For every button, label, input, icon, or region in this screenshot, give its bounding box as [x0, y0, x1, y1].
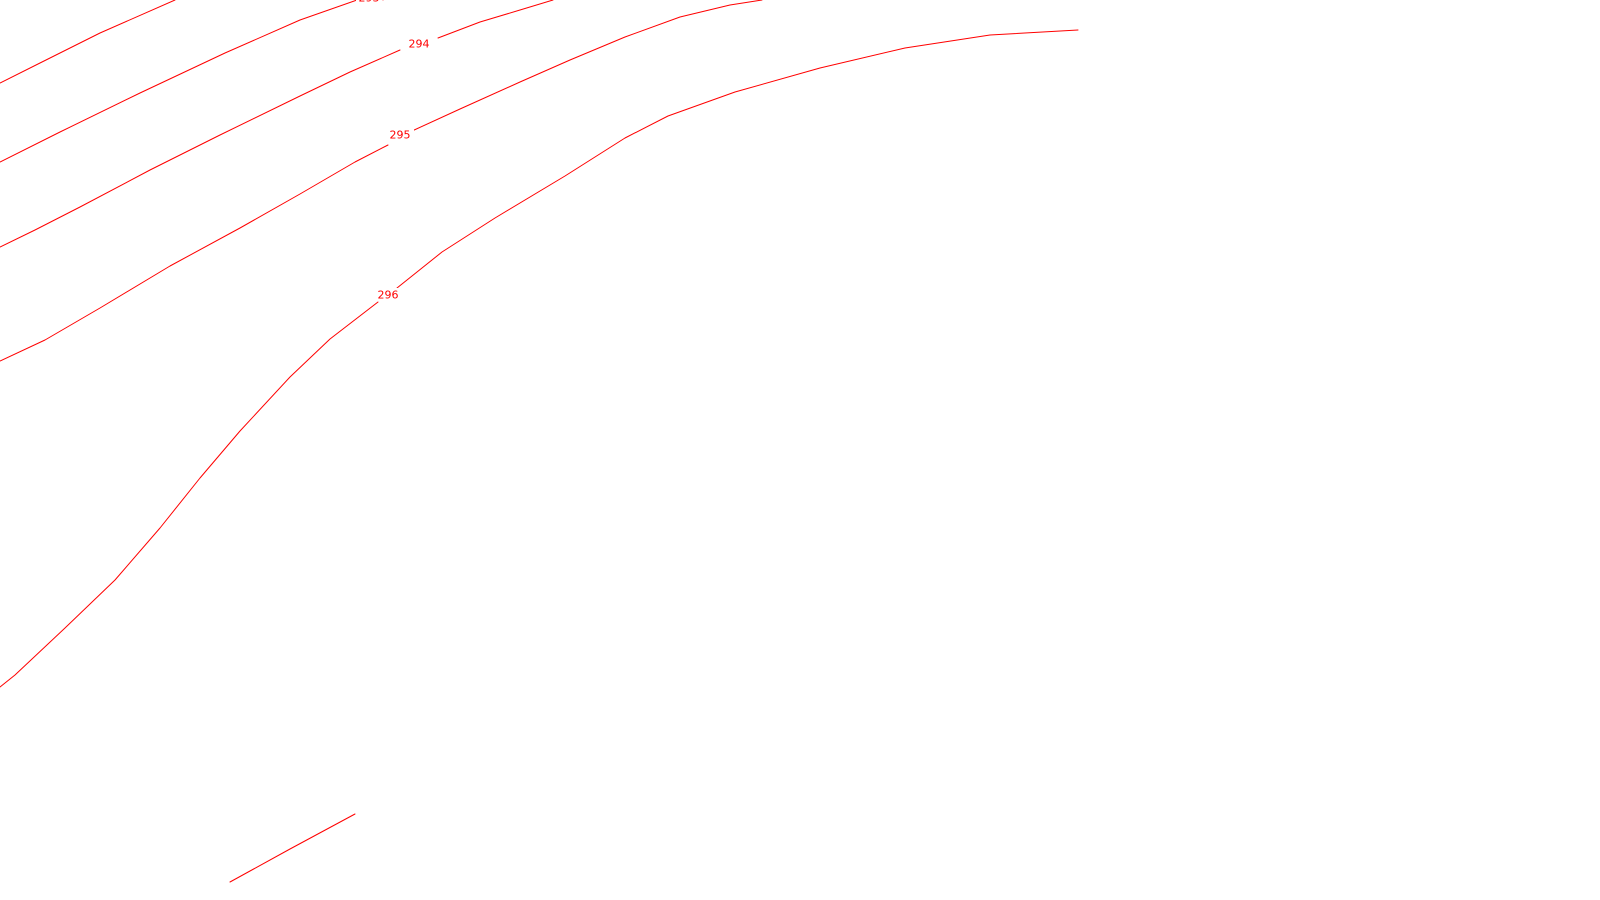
contour-line-fragment-bottom [229, 813, 356, 883]
contour-line-296 [0, 301, 379, 688]
contour-line-293 [0, 0, 358, 163]
contour-label-294: 294 [409, 38, 430, 51]
contour-label-bg-296 [374, 288, 402, 301]
contour-line-292 [0, 0, 176, 84]
contour-line-295-b [411, 0, 763, 132]
contour-label-bg-293 [356, 0, 382, 4]
contour-line-295 [0, 144, 389, 362]
contour-label-bg-295 [386, 128, 414, 141]
contour-line-296-b [396, 29, 1079, 289]
contour-label-296: 296 [378, 289, 399, 302]
contour-label-293: 293 [359, 0, 380, 5]
contour-label-bg-294 [405, 37, 433, 50]
contour-line-294-b [437, 0, 554, 39]
contour-label-295: 295 [390, 129, 411, 142]
contour-line-294 [0, 49, 401, 248]
